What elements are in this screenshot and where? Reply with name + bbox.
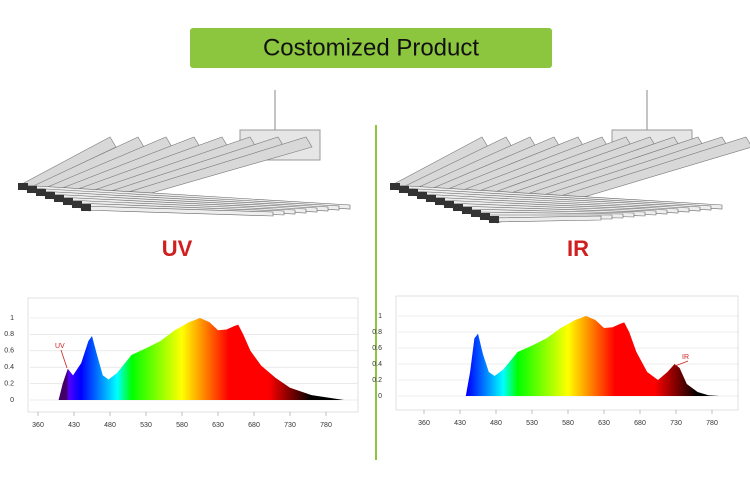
x-tick-label: 780 — [320, 422, 332, 429]
x-tick-label: 630 — [598, 420, 610, 427]
y-tick-label: 0.2 — [4, 380, 14, 387]
x-tick-label: 430 — [454, 420, 466, 427]
end-cap — [489, 216, 499, 223]
end-cap — [81, 204, 91, 211]
spectrum-area — [465, 316, 720, 396]
x-tick-label: 530 — [140, 422, 152, 429]
y-tick-label: 0.8 — [372, 329, 382, 336]
x-tick-label: 430 — [68, 422, 80, 429]
x-tick-label: 360 — [32, 422, 44, 429]
end-cap — [45, 192, 55, 199]
x-tick-label: 730 — [284, 422, 296, 429]
y-tick-label: 0.4 — [4, 364, 14, 371]
annotation-pointer — [60, 349, 68, 369]
x-tick-label: 680 — [634, 420, 646, 427]
x-tick-label: 730 — [670, 420, 682, 427]
x-tick-label: 480 — [490, 420, 502, 427]
y-tick-label: 0.8 — [4, 331, 14, 338]
annotation: UV — [55, 343, 65, 350]
x-tick-label: 780 — [706, 420, 718, 427]
spectrum-area — [58, 318, 344, 400]
end-cap — [399, 186, 409, 193]
end-cap — [54, 195, 64, 202]
x-tick-label: 480 — [104, 422, 116, 429]
end-cap — [27, 186, 37, 193]
y-tick-label: 0 — [10, 397, 14, 404]
y-tick-label: 1 — [378, 313, 382, 320]
title-banner — [190, 28, 552, 68]
y-tick-label: 0.6 — [4, 348, 14, 355]
y-tick-label: 0 — [378, 393, 382, 400]
x-tick-label: 680 — [248, 422, 260, 429]
end-cap — [444, 201, 454, 208]
y-tick-label: 1 — [10, 315, 14, 322]
x-tick-label: 630 — [212, 422, 224, 429]
panel-label: IR — [567, 236, 589, 261]
end-cap — [435, 198, 445, 205]
y-tick-label: 0.6 — [372, 345, 382, 352]
x-tick-label: 360 — [418, 420, 430, 427]
lamp-illustration — [390, 90, 750, 224]
x-tick-label: 580 — [562, 420, 574, 427]
x-tick-label: 580 — [176, 422, 188, 429]
end-cap — [408, 189, 418, 196]
end-cap — [390, 183, 400, 190]
annotation-pointer — [674, 360, 689, 367]
end-cap — [426, 195, 436, 202]
end-cap — [72, 201, 82, 208]
y-tick-label: 0.2 — [372, 377, 382, 384]
end-cap — [36, 189, 46, 196]
end-cap — [63, 198, 73, 205]
lamp-illustration — [18, 90, 351, 217]
x-tick-label: 530 — [526, 420, 538, 427]
end-cap — [462, 207, 472, 214]
end-cap — [480, 213, 490, 220]
y-tick-label: 0.4 — [372, 361, 382, 368]
end-cap — [417, 192, 427, 199]
title: Costomized Product — [263, 34, 479, 61]
panel-label: UV — [162, 236, 193, 261]
end-cap — [471, 210, 481, 217]
end-cap — [453, 204, 463, 211]
end-cap — [18, 183, 28, 190]
annotation: IR — [682, 354, 689, 361]
